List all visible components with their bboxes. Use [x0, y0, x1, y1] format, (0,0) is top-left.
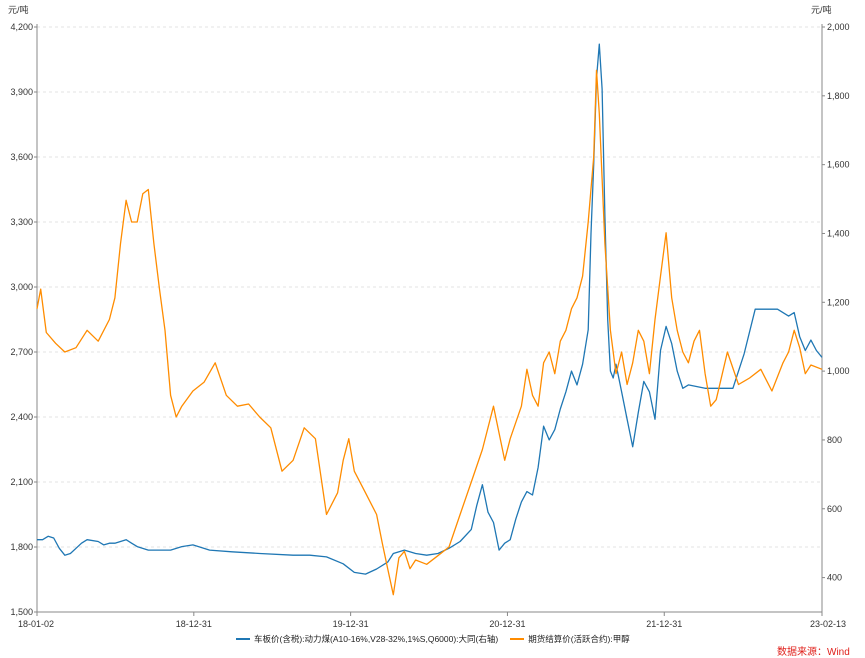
left-tick-label: 3,000 [10, 282, 33, 292]
left-tick-label: 1,500 [10, 607, 33, 617]
left-tick-label: 3,900 [10, 87, 33, 97]
right-tick-label: 1,200 [827, 297, 850, 307]
x-axis: 18-01-02 18-12-31 19-12-31 20-12-31 21-12-31… [18, 611, 846, 629]
x-tick-label: 21-12-31 [646, 619, 682, 629]
left-tick-label: 1,800 [10, 542, 33, 552]
right-tick-label: 1,600 [827, 160, 850, 170]
right-tick-label: 600 [827, 504, 842, 514]
left-tick-label: 2,700 [10, 347, 33, 357]
legend-item-methanol[interactable]: 期货结算价(活跃合约):甲醇 [510, 633, 630, 645]
left-tick-label: 4,200 [10, 22, 33, 32]
x-tick-label: 18-12-31 [176, 619, 212, 629]
left-unit-label: 元/吨 [8, 4, 29, 15]
legend-label-coal: 车板价(含税):动力煤(A10-16%,V28-32%,1%S,Q6000):大… [254, 634, 499, 644]
left-axis: 1,500 1,800 2,100 2,400 2,700 3,000 3,300 3,600… [10, 22, 38, 617]
legend-label-methanol: 期货结算价(活跃合约):甲醇 [528, 634, 630, 644]
left-tick-label: 2,100 [10, 477, 33, 487]
right-tick-label: 400 [827, 573, 842, 583]
right-tick-label: 1,800 [827, 91, 850, 101]
x-tick-label: 20-12-31 [489, 619, 525, 629]
x-tick-label: 23-02-13 [810, 619, 846, 629]
legend: 车板价(含税):动力煤(A10-16%,V28-32%,1%S,Q6000):大… [236, 633, 642, 645]
left-tick-label: 2,400 [10, 412, 33, 422]
right-axis: 400 600 800 1,000 1,200 1,400 1,600 1,800 2,000 [821, 22, 850, 612]
legend-item-coal[interactable]: 车板价(含税):动力煤(A10-16%,V28-32%,1%S,Q6000):大… [236, 633, 498, 645]
series-line-coal [37, 43, 823, 575]
right-tick-label: 1,400 [827, 228, 850, 238]
legend-swatch-coal [236, 638, 250, 640]
series-line-methanol [36, 69, 823, 596]
left-tick-label: 3,600 [10, 152, 33, 162]
x-tick-label: 19-12-31 [333, 619, 369, 629]
grid-lines [37, 26, 822, 613]
right-tick-label: 1,000 [827, 366, 850, 376]
series-group [36, 43, 823, 596]
legend-swatch-methanol [510, 638, 525, 640]
left-tick-label: 3,300 [10, 217, 33, 227]
right-tick-label: 800 [827, 435, 842, 445]
right-tick-label: 2,000 [827, 22, 850, 32]
right-unit-label: 元/吨 [811, 4, 832, 15]
x-tick-label: 18-01-02 [18, 619, 54, 629]
data-source: 数据来源：Wind [777, 647, 850, 658]
